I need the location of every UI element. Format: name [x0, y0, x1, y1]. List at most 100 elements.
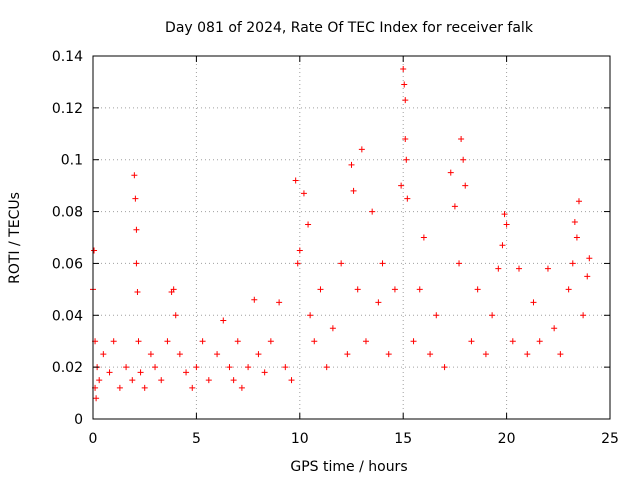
data-point	[460, 156, 467, 163]
data-point	[238, 384, 245, 391]
data-point	[530, 299, 537, 306]
data-point	[350, 187, 357, 194]
data-point	[230, 377, 237, 384]
data-point	[176, 351, 183, 358]
data-point	[348, 161, 355, 168]
data-point	[131, 172, 138, 179]
x-tick-label: 10	[291, 431, 309, 447]
data-point	[391, 286, 398, 293]
x-tick-label: 0	[89, 431, 98, 447]
data-point	[110, 338, 117, 345]
data-point	[137, 369, 144, 376]
x-tick-label: 15	[394, 431, 412, 447]
data-point	[134, 288, 141, 295]
data-point	[441, 364, 448, 371]
data-point	[503, 221, 510, 228]
data-point	[375, 299, 382, 306]
y-tick-label: 0.1	[61, 153, 83, 169]
data-point	[362, 338, 369, 345]
y-tick-label: 0.02	[52, 360, 83, 376]
data-point	[251, 296, 258, 303]
data-points	[90, 65, 593, 402]
x-axis-label: GPS time / hours	[290, 459, 407, 475]
data-point	[571, 218, 578, 225]
data-point	[93, 395, 100, 402]
data-point	[123, 364, 130, 371]
data-point	[385, 351, 392, 358]
data-point	[183, 369, 190, 376]
data-point	[147, 351, 154, 358]
data-point	[292, 177, 299, 184]
data-point	[296, 247, 303, 254]
data-point	[524, 351, 531, 358]
x-tick-label: 20	[498, 431, 516, 447]
data-point	[91, 247, 98, 254]
data-point	[307, 312, 314, 319]
data-point	[205, 377, 212, 384]
x-tick-label: 5	[192, 431, 201, 447]
data-point	[100, 351, 107, 358]
data-point	[427, 351, 434, 358]
data-point	[96, 377, 103, 384]
data-point	[226, 364, 233, 371]
data-point	[220, 317, 227, 324]
data-point	[294, 260, 301, 267]
data-point	[311, 338, 318, 345]
data-point	[329, 325, 336, 332]
data-point	[158, 377, 165, 384]
data-point	[468, 338, 475, 345]
data-point	[288, 377, 295, 384]
data-point	[573, 234, 580, 241]
data-point	[398, 182, 405, 189]
data-point	[404, 195, 411, 202]
x-axis-ticks: 0 5 10 15 20 25	[89, 56, 619, 447]
data-point	[402, 97, 409, 104]
data-point	[575, 198, 582, 205]
data-point	[300, 190, 307, 197]
data-point	[133, 260, 140, 267]
data-point	[132, 195, 139, 202]
data-point	[189, 384, 196, 391]
data-point	[569, 260, 576, 267]
data-point	[420, 234, 427, 241]
data-point	[456, 260, 463, 267]
y-axis-label: ROTI / TECUs	[7, 192, 23, 284]
data-point	[133, 226, 140, 233]
data-point	[402, 135, 409, 142]
data-point	[317, 286, 324, 293]
data-point	[433, 312, 440, 319]
data-point	[584, 273, 591, 280]
data-point	[458, 135, 465, 142]
data-point	[282, 364, 289, 371]
data-point	[580, 312, 587, 319]
data-point	[276, 299, 283, 306]
data-point	[129, 377, 136, 384]
data-point	[495, 265, 502, 272]
data-point	[245, 364, 252, 371]
data-point	[369, 208, 376, 215]
data-point	[403, 156, 410, 163]
data-point	[501, 211, 508, 218]
y-tick-label: 0.14	[52, 49, 83, 65]
data-point	[261, 369, 268, 376]
data-point	[152, 364, 159, 371]
data-point	[141, 384, 148, 391]
data-point	[338, 260, 345, 267]
data-point	[557, 351, 564, 358]
data-point	[344, 351, 351, 358]
data-point	[499, 242, 506, 249]
data-point	[462, 182, 469, 189]
data-point	[354, 286, 361, 293]
data-point	[214, 351, 221, 358]
data-point	[135, 338, 142, 345]
data-point	[536, 338, 543, 345]
data-point	[551, 325, 558, 332]
data-point	[474, 286, 481, 293]
y-tick-label: 0.04	[52, 308, 83, 324]
data-point	[586, 255, 593, 262]
data-point	[401, 81, 408, 88]
data-point	[305, 221, 312, 228]
y-tick-label: 0	[74, 412, 83, 428]
data-point	[379, 260, 386, 267]
